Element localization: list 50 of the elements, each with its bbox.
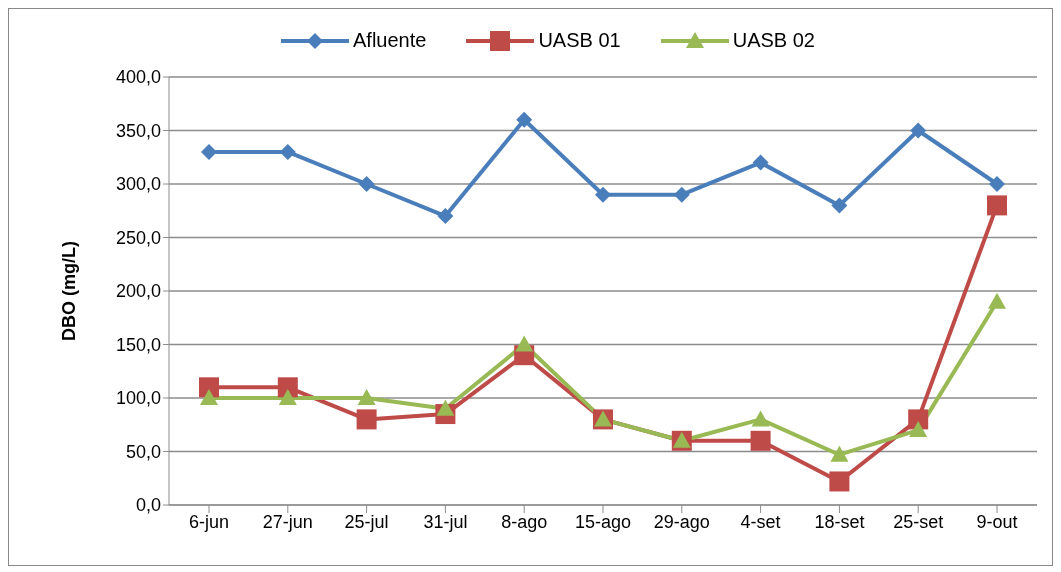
x-tick-label: 29-ago <box>653 511 710 532</box>
y-tick-label: 50,0 <box>125 441 161 462</box>
y-tick-label: 350,0 <box>115 120 161 141</box>
x-tick-label: 25-set <box>893 511 944 532</box>
point <box>751 410 770 427</box>
point <box>356 409 377 430</box>
point <box>909 421 928 438</box>
point <box>437 208 454 225</box>
point <box>988 292 1006 309</box>
point <box>277 377 298 398</box>
legend-label: UASB 02 <box>732 29 815 52</box>
point <box>278 389 297 405</box>
x-tick-label: 15-ago <box>574 511 632 532</box>
point <box>987 195 1007 216</box>
point <box>595 186 611 203</box>
point <box>436 399 455 416</box>
point <box>358 176 375 192</box>
point <box>357 389 376 405</box>
y-tick-label: 400,0 <box>115 67 161 88</box>
x-tick-label: 25-jul <box>344 511 389 532</box>
y-tick-label: 300,0 <box>115 174 161 195</box>
point <box>908 409 929 430</box>
legend-label: UASB 01 <box>538 29 621 52</box>
x-tick-label: 27-jun <box>262 511 313 532</box>
point <box>200 389 218 405</box>
point <box>201 143 217 160</box>
point <box>752 154 769 171</box>
point <box>673 186 690 203</box>
point <box>989 176 1005 192</box>
point <box>750 430 771 451</box>
point <box>830 445 849 462</box>
y-tick-label: 200,0 <box>115 281 161 302</box>
y-tick-label: 250,0 <box>115 227 161 248</box>
y-tick-label: 100,0 <box>115 388 161 409</box>
x-tick-label: 9-out <box>976 511 1018 532</box>
x-tick-label: 8-ago <box>501 511 548 532</box>
x-tick-label: 18-set <box>814 511 865 532</box>
legend-label: Afluente <box>353 29 427 52</box>
y-tick-label: 150,0 <box>115 334 161 355</box>
y-tick-label: 0,0 <box>135 495 161 516</box>
point <box>199 377 219 398</box>
x-tick-label: 6-jun <box>188 511 230 532</box>
point <box>829 471 850 492</box>
x-tick-label: 31-jul <box>423 511 468 532</box>
x-tick-label: 4-set <box>740 511 781 532</box>
point <box>831 197 848 214</box>
point <box>515 335 534 352</box>
point <box>910 122 927 139</box>
y-axis-title: DBO (mg/L) <box>59 241 80 341</box>
point <box>516 111 533 128</box>
